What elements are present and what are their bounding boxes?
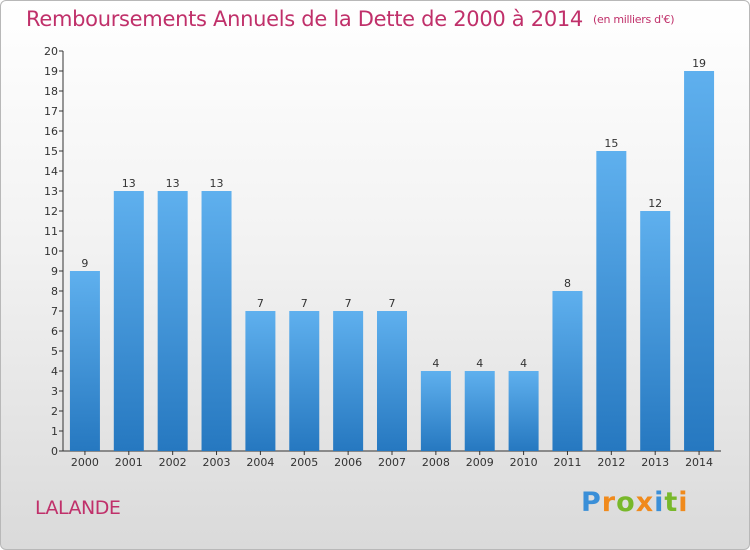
bar [377, 311, 407, 451]
x-tick-label: 2002 [159, 456, 187, 469]
bar [201, 191, 232, 451]
logo-letter: i [678, 487, 689, 518]
value-label: 13 [210, 177, 224, 190]
y-tick-label: 2 [51, 405, 58, 418]
x-tick-label: 2010 [510, 456, 538, 469]
x-tick-label: 2005 [290, 456, 318, 469]
value-label: 13 [166, 177, 180, 190]
bar [596, 151, 627, 451]
commune-name: LALANDE [35, 497, 121, 519]
bar [333, 311, 364, 451]
value-label: 12 [648, 197, 662, 210]
y-tick-label: 14 [44, 165, 58, 178]
y-tick-label: 8 [51, 285, 58, 298]
y-tick-label: 6 [51, 325, 58, 338]
chart-title-text: Remboursements Annuels de la Dette de 20… [26, 7, 583, 31]
bar [464, 371, 495, 451]
y-tick-label: 5 [51, 345, 58, 358]
value-label: 13 [122, 177, 136, 190]
bar [640, 211, 671, 451]
bar [69, 271, 100, 451]
value-label: 4 [476, 357, 483, 370]
bar [684, 71, 715, 451]
y-tick-label: 0 [51, 445, 58, 458]
x-tick-label: 2004 [246, 456, 274, 469]
logo-letter: x [635, 487, 655, 518]
x-tick-label: 2009 [466, 456, 494, 469]
x-tick-label: 2001 [115, 456, 143, 469]
x-tick-label: 2008 [422, 456, 450, 469]
chart-title: Remboursements Annuels de la Dette de 20… [26, 7, 674, 31]
value-label: 15 [604, 137, 618, 150]
y-tick-label: 19 [44, 65, 58, 78]
y-tick-label: 3 [51, 385, 58, 398]
y-tick-label: 16 [44, 125, 58, 138]
y-tick-label: 9 [51, 265, 58, 278]
y-tick-label: 4 [51, 365, 58, 378]
y-tick-label: 18 [44, 85, 58, 98]
y-tick-label: 1 [51, 425, 58, 438]
value-label: 4 [432, 357, 439, 370]
logo-letter: o [616, 487, 636, 518]
value-label: 19 [692, 57, 706, 70]
bar [157, 191, 188, 451]
chart-unit: (en milliers d'€) [593, 13, 675, 26]
x-tick-label: 2014 [685, 456, 713, 469]
logo-letter: P [581, 487, 602, 518]
bar [113, 191, 144, 451]
value-labels: 9 13 13 13 7 7 7 7 4 4 4 8 15 12 19 [81, 57, 706, 370]
value-label: 7 [389, 297, 396, 310]
bar [420, 371, 451, 451]
bar [245, 311, 276, 451]
bar [508, 371, 539, 451]
value-label: 7 [301, 297, 308, 310]
x-tick-labels: 2000 2001 2002 2003 2004 2005 2006 2007 2008 2009… [71, 456, 713, 469]
value-label: 4 [520, 357, 527, 370]
value-label: 8 [564, 277, 571, 290]
y-tick-label: 15 [44, 145, 58, 158]
bar [552, 291, 583, 451]
logo-letter: t [664, 487, 679, 518]
x-tick-label: 2000 [71, 456, 99, 469]
y-tick-label: 13 [44, 185, 58, 198]
y-tick-label: 17 [44, 105, 58, 118]
logo-letter: r [601, 487, 617, 518]
x-tick-label: 2007 [378, 456, 406, 469]
x-tick-label: 2013 [641, 456, 669, 469]
y-tick-label: 7 [51, 305, 58, 318]
y-tick-label: 11 [44, 225, 58, 238]
y-tick-label: 12 [44, 205, 58, 218]
proxiti-logo: Proxiti [581, 487, 689, 518]
y-tick-label: 20 [44, 45, 58, 58]
x-tick-label: 2011 [553, 456, 581, 469]
value-label: 7 [345, 297, 352, 310]
x-tick-label: 2006 [334, 456, 362, 469]
value-label: 7 [257, 297, 264, 310]
bars [69, 71, 715, 451]
bar [289, 311, 320, 451]
value-label: 9 [81, 257, 88, 270]
y-tick-label: 10 [44, 245, 58, 258]
x-tick-label: 2012 [597, 456, 625, 469]
x-tick-label: 2003 [203, 456, 231, 469]
logo-letter: i [654, 487, 665, 518]
